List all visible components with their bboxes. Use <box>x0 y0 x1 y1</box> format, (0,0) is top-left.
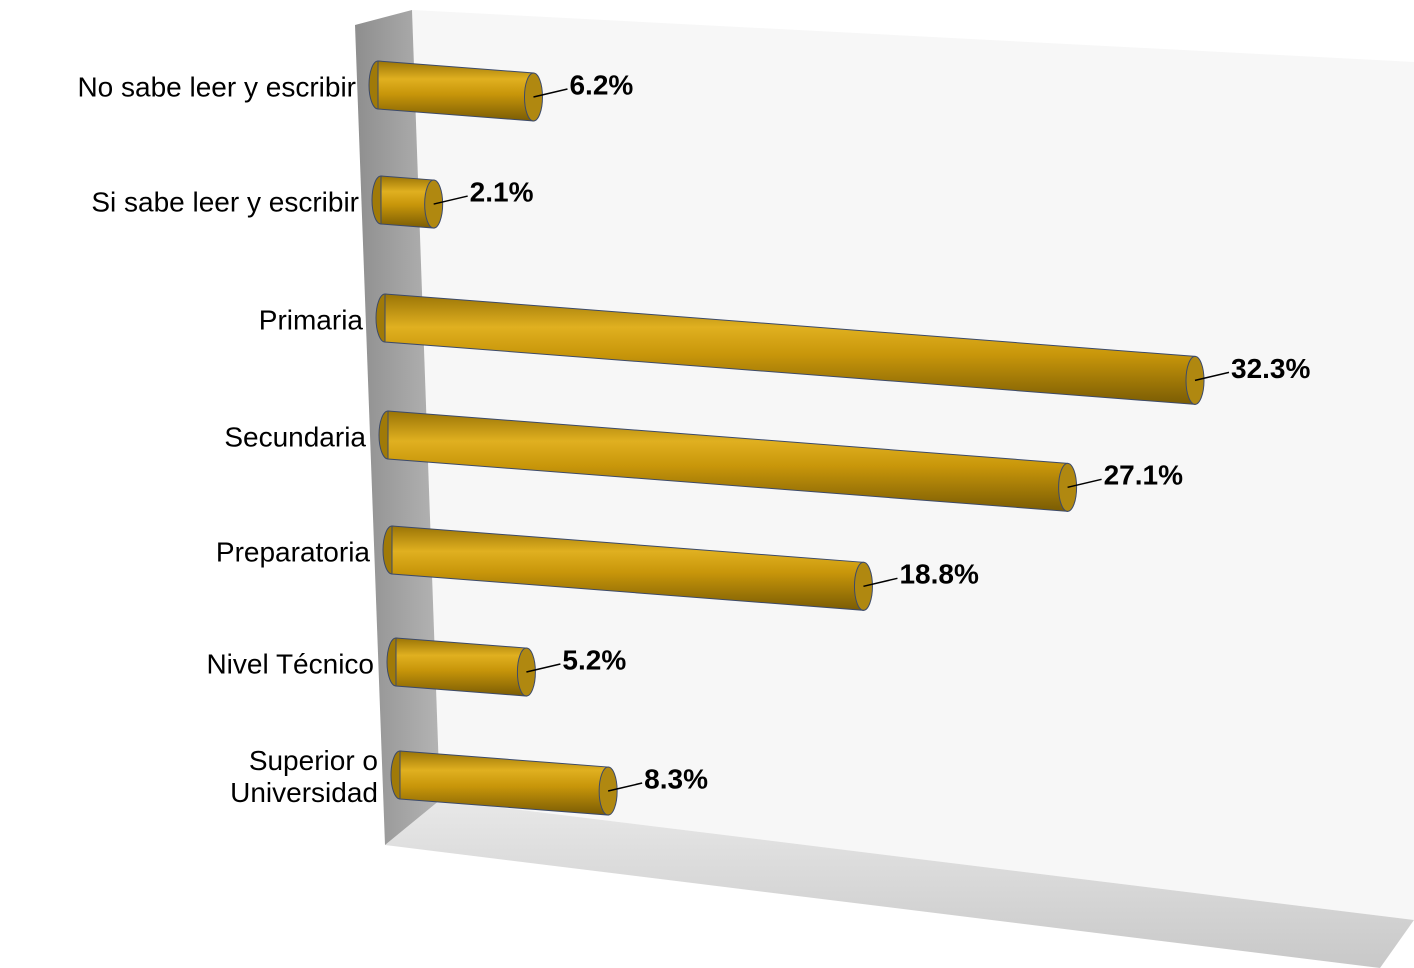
category-label: Preparatoria <box>216 536 371 567</box>
category-label: Si sabe leer y escribir <box>91 186 359 217</box>
category-label: Superior o Universidad <box>230 745 378 808</box>
plot: No sabe leer y escribir 6.2% Si sabe leer … <box>77 60 1310 816</box>
category-label: No sabe leer y escribir <box>77 71 356 102</box>
leader-line <box>433 195 468 205</box>
value-label: 32.3% <box>1231 353 1310 384</box>
category-label: Nivel Técnico <box>206 648 374 679</box>
floor <box>385 800 1414 968</box>
leader-line <box>863 577 898 588</box>
leader-line <box>607 782 643 792</box>
bar <box>395 637 527 697</box>
leader-line <box>526 663 561 673</box>
value-label: 27.1% <box>1104 460 1183 491</box>
value-label: 18.8% <box>899 559 978 590</box>
value-label: 2.1% <box>470 176 534 207</box>
category-label: Primaria <box>259 304 364 335</box>
category-label: Secundaria <box>224 421 366 452</box>
value-label: 6.2% <box>569 69 633 100</box>
leader-line <box>1067 478 1102 489</box>
leader-line <box>1194 371 1230 382</box>
value-label: 5.2% <box>562 644 626 675</box>
leader-line <box>533 88 568 98</box>
value-label: 8.3% <box>644 763 708 794</box>
